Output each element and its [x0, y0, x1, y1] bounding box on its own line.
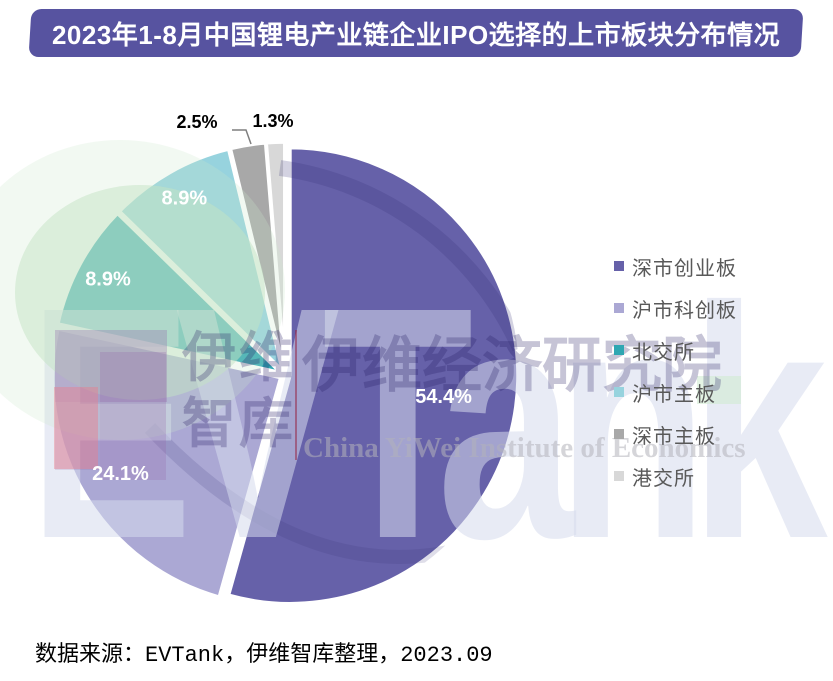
pie-slice-深市创业板 — [226, 145, 520, 606]
legend-swatch — [614, 471, 624, 481]
legend-item-沪市主板: 沪市主板 — [614, 382, 737, 406]
legend-item-深市主板: 深市主板 — [614, 424, 737, 448]
legend-item-北交所: 北交所 — [614, 340, 737, 364]
legend-swatch — [614, 261, 624, 271]
legend-label: 深市创业板 — [632, 257, 737, 280]
pie-slice-港交所 — [264, 140, 287, 372]
legend-item-港交所: 港交所 — [614, 466, 737, 490]
chart-title-banner: 2023年1-8月中国锂电产业链企业IPO选择的上市板块分布情况 — [28, 9, 804, 57]
pie-chart — [50, 140, 520, 606]
legend-item-沪市科创板: 沪市科创板 — [614, 298, 737, 322]
legend-label: 沪市科创板 — [632, 299, 737, 322]
legend-label: 北交所 — [632, 341, 695, 364]
chart-title: 2023年1-8月中国锂电产业链企业IPO选择的上市板块分布情况 — [51, 19, 781, 50]
legend-label: 港交所 — [632, 467, 695, 490]
legend-item-深市创业板: 深市创业板 — [614, 256, 737, 280]
source-note: 数据来源：EVTank，伊维智库整理，2023.09 — [35, 643, 493, 668]
legend-label: 沪市主板 — [632, 383, 716, 406]
legend-swatch — [614, 303, 624, 313]
legend: 深市创业板沪市科创板北交所沪市主板深市主板港交所 — [614, 256, 737, 490]
legend-swatch — [614, 387, 624, 397]
legend-swatch — [614, 345, 624, 355]
legend-label: 深市主板 — [632, 425, 716, 448]
legend-swatch — [614, 429, 624, 439]
